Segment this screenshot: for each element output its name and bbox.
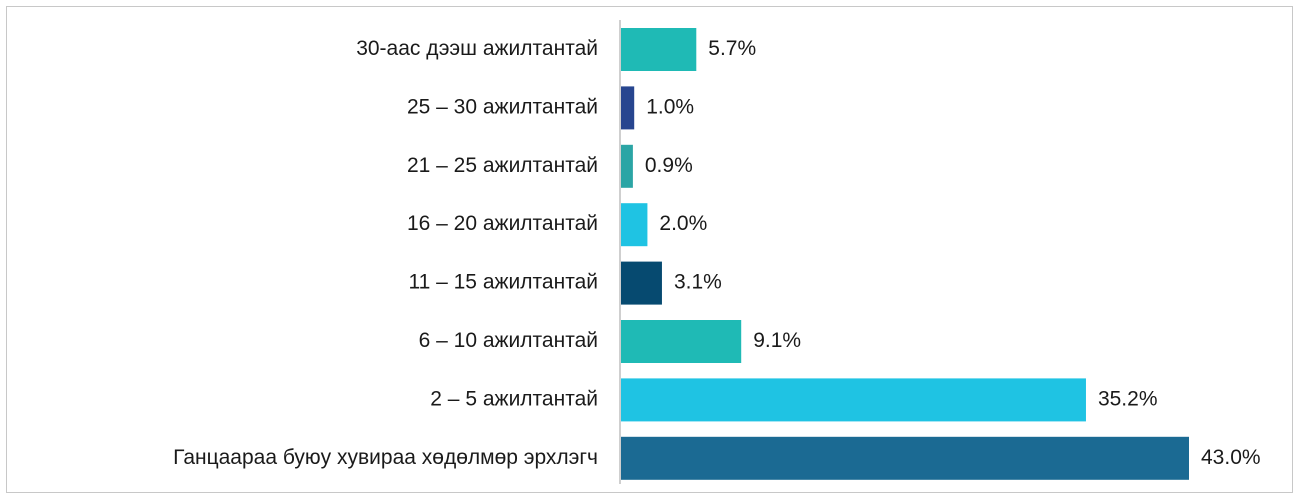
bar <box>621 144 633 188</box>
data-label: 0.9% <box>645 154 693 177</box>
data-label: 2.0% <box>659 212 707 235</box>
category-tick-label: 6 – 10 ажилтантай <box>419 329 598 352</box>
category-tick-label: 21 – 25 ажилтантай <box>407 154 598 177</box>
category-tick-label: 2 – 5 ажилтантай <box>430 387 598 410</box>
category-tick-label: 11 – 15 ажилтантай <box>408 271 598 294</box>
bar <box>621 86 635 130</box>
category-tick-label: Ганцаараа буюу хувираа хөдөлмөр эрхлэгч <box>173 446 598 469</box>
data-label: 9.1% <box>753 329 801 352</box>
bar <box>621 320 742 363</box>
bar <box>621 28 697 71</box>
data-label: 1.0% <box>646 95 694 118</box>
category-tick-label: 16 – 20 ажилтантай <box>407 212 598 235</box>
bar <box>621 378 1086 422</box>
data-label: 5.7% <box>708 37 756 60</box>
data-label: 3.1% <box>674 271 722 294</box>
bar <box>621 436 1189 480</box>
category-tick-label: 25 – 30 ажилтантай <box>407 95 598 118</box>
bar <box>621 203 648 247</box>
category-tick-label: 30-аас дээш ажилтантай <box>356 37 598 60</box>
bar <box>621 261 662 305</box>
data-label: 43.0% <box>1201 446 1261 469</box>
data-label: 35.2% <box>1098 387 1158 410</box>
